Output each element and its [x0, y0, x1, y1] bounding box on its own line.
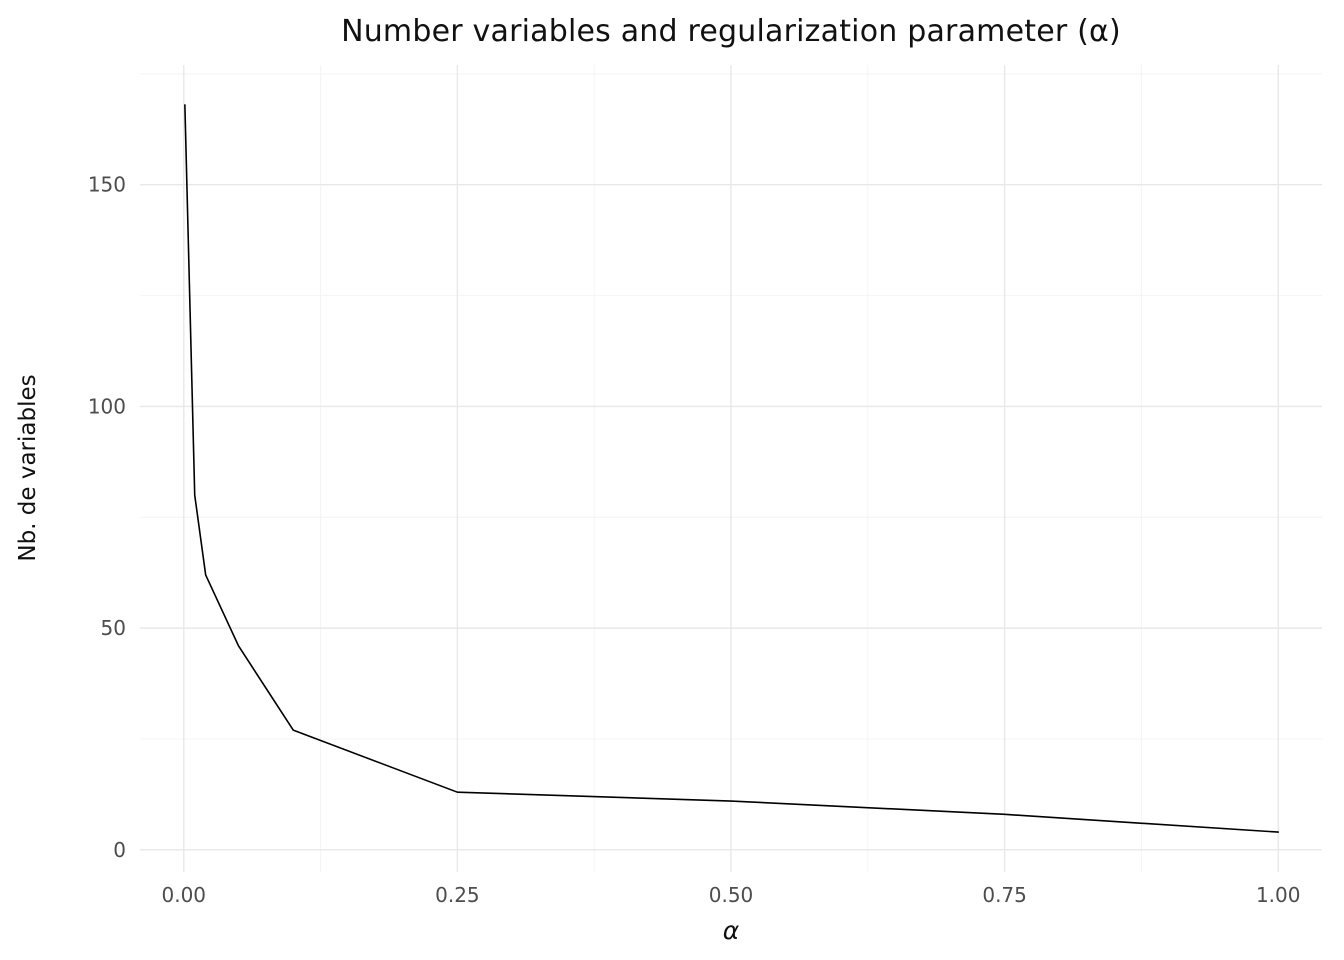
y-tick-label: 0	[113, 838, 126, 862]
y-axis-label: Nb. de variables	[15, 374, 41, 562]
x-axis-label: α	[722, 916, 740, 945]
x-tick-label: 1.00	[1256, 883, 1301, 907]
y-tick-label: 50	[101, 616, 126, 640]
x-tick-label: 0.25	[435, 883, 480, 907]
y-tick-label: 150	[88, 173, 126, 197]
y-tick-label: 100	[88, 394, 126, 418]
x-tick-label: 0.50	[709, 883, 754, 907]
data-line	[184, 104, 1280, 833]
chart-title: Number variables and regularization para…	[341, 14, 1121, 49]
x-tick-label: 0.00	[162, 883, 207, 907]
x-tick-label: 0.75	[982, 883, 1027, 907]
